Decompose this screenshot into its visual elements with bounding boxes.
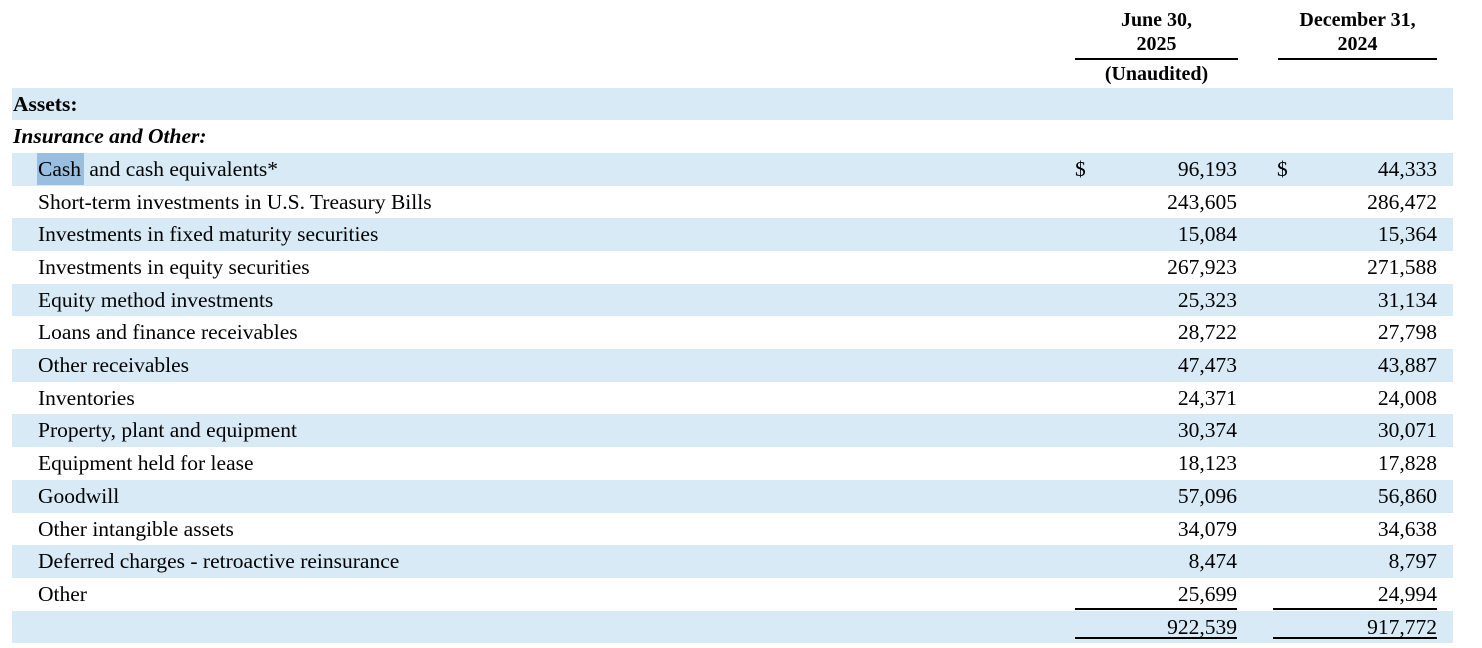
value-december-31-2024: 917,772 [1367, 614, 1437, 639]
row-label: Goodwill [38, 483, 120, 508]
row-label: Other intangible assets [38, 516, 234, 541]
value-june-30-2025: 18,123 [1177, 451, 1237, 476]
row-label: Equipment held for lease [38, 451, 254, 476]
row-label: Investments in equity securities [38, 255, 310, 280]
value-december-31-2024: 31,134 [1377, 287, 1437, 312]
value-june-30-2025: 28,722 [1177, 320, 1237, 345]
selection-highlight: Cash [37, 152, 84, 185]
table-row: Assets: [12, 87, 1453, 121]
row-label: Cash and cash equivalents* [37, 152, 278, 186]
row-label: Investments in fixed maturity securities [38, 222, 379, 247]
row-label: Assets: [13, 91, 78, 116]
value-december-31-2024: 27,798 [1377, 320, 1437, 345]
value-june-30-2025: 922,539 [1167, 614, 1237, 639]
table-row: Cash and cash equivalents* $ $96,193 44,333 [12, 152, 1453, 186]
table-row: Property, plant and equipment 30,374 30,07… [12, 414, 1453, 448]
value-december-31-2024: 8,797 [1388, 549, 1437, 574]
value-june-30-2025: 15,084 [1177, 222, 1237, 247]
value-june-30-2025: 25,699 [1177, 581, 1237, 606]
row-label: Property, plant and equipment [38, 418, 297, 443]
table-row: Equity method investments 25,323 31,134 [12, 283, 1453, 317]
table-row: Inventories 24,371 24,008 [12, 382, 1453, 415]
row-label: Other receivables [38, 353, 190, 378]
value-june-30-2025: 57,096 [1177, 483, 1237, 508]
value-rule [1273, 637, 1437, 640]
value-december-31-2024: 17,828 [1377, 451, 1437, 476]
table-row: Deferred charges - retroactive reinsuran… [12, 545, 1453, 578]
table-row: Other intangible assets 34,079 34,638 [12, 513, 1453, 546]
value-december-31-2024: 271,588 [1367, 255, 1437, 280]
value-rule [1273, 607, 1437, 610]
table-row: Equipment held for lease 18,123 17,828 [12, 447, 1453, 480]
value-june-30-2025: 8,474 [1188, 549, 1237, 574]
column-header-line2: 2024 [1337, 33, 1378, 55]
row-label: Short-term investments in U.S. Treasury … [38, 189, 432, 214]
row-label: Deferred charges - retroactive reinsuran… [38, 549, 400, 574]
value-december-31-2024: 24,008 [1377, 385, 1437, 410]
row-label: Other [38, 581, 87, 606]
table-row: Loans and finance receivables 28,722 27,79… [12, 316, 1453, 349]
value-december-31-2024: 43,887 [1377, 353, 1437, 378]
row-label: Inventories [38, 385, 135, 410]
value-december-31-2024: 24,994 [1377, 581, 1437, 606]
value-june-30-2025: 243,605 [1167, 189, 1237, 214]
value-june-30-2025: 34,079 [1177, 516, 1237, 541]
table-rows: Assets: Insurance and Other: Cash and cash… [0, 87, 1482, 644]
table-row: Goodwill 57,096 56,860 [12, 479, 1453, 513]
value-december-31-2024: 15,364 [1377, 222, 1437, 247]
value-june-30-2025: 47,473 [1177, 353, 1237, 378]
dollar-sign: $ [1277, 156, 1288, 181]
value-june-30-2025: 30,374 [1177, 418, 1237, 443]
value-june-30-2025: 96,193 [1177, 156, 1237, 181]
column-header-line1: December 31, [1299, 9, 1416, 31]
column-header-line2: 2025 [1136, 33, 1177, 55]
table-row: Investments in equity securities 267,923 2… [12, 251, 1453, 284]
row-label: Insurance and Other: [13, 124, 207, 149]
unaudited-note: (Unaudited) [1104, 63, 1209, 85]
row-label: Loans and finance receivables [38, 320, 298, 345]
table-row: Insurance and Other: [12, 120, 1453, 153]
dollar-sign: $ [1075, 156, 1086, 181]
table-row: Investments in fixed maturity securities… [12, 218, 1453, 252]
column-header-rule [1278, 58, 1437, 60]
value-june-30-2025: 267,923 [1167, 255, 1237, 280]
value-june-30-2025: 24,371 [1177, 385, 1237, 410]
column-header-december-31-2024: December 31, 2024 [1278, 8, 1437, 56]
value-december-31-2024: 30,071 [1377, 418, 1437, 443]
value-december-31-2024: 56,860 [1377, 483, 1437, 508]
value-december-31-2024: 34,638 [1377, 516, 1437, 541]
column-header-line1: June 30, [1120, 9, 1193, 31]
column-header-june-30-2025: June 30, 2025 [1075, 8, 1238, 56]
table-row: Other receivables 47,473 43,887 [12, 349, 1453, 382]
table-row: Short-term investments in U.S. Treasury … [12, 186, 1453, 219]
value-december-31-2024: 44,333 [1377, 156, 1437, 181]
value-december-31-2024: 286,472 [1367, 189, 1437, 214]
value-rule [1075, 637, 1237, 640]
row-label: Equity method investments [38, 287, 274, 312]
column-header-rule [1075, 58, 1238, 60]
table-row: Other 25,699 24,994 [12, 578, 1453, 611]
value-june-30-2025: 25,323 [1177, 287, 1237, 312]
table-row: 922,539 917,772 [12, 610, 1453, 644]
value-rule [1075, 607, 1237, 610]
